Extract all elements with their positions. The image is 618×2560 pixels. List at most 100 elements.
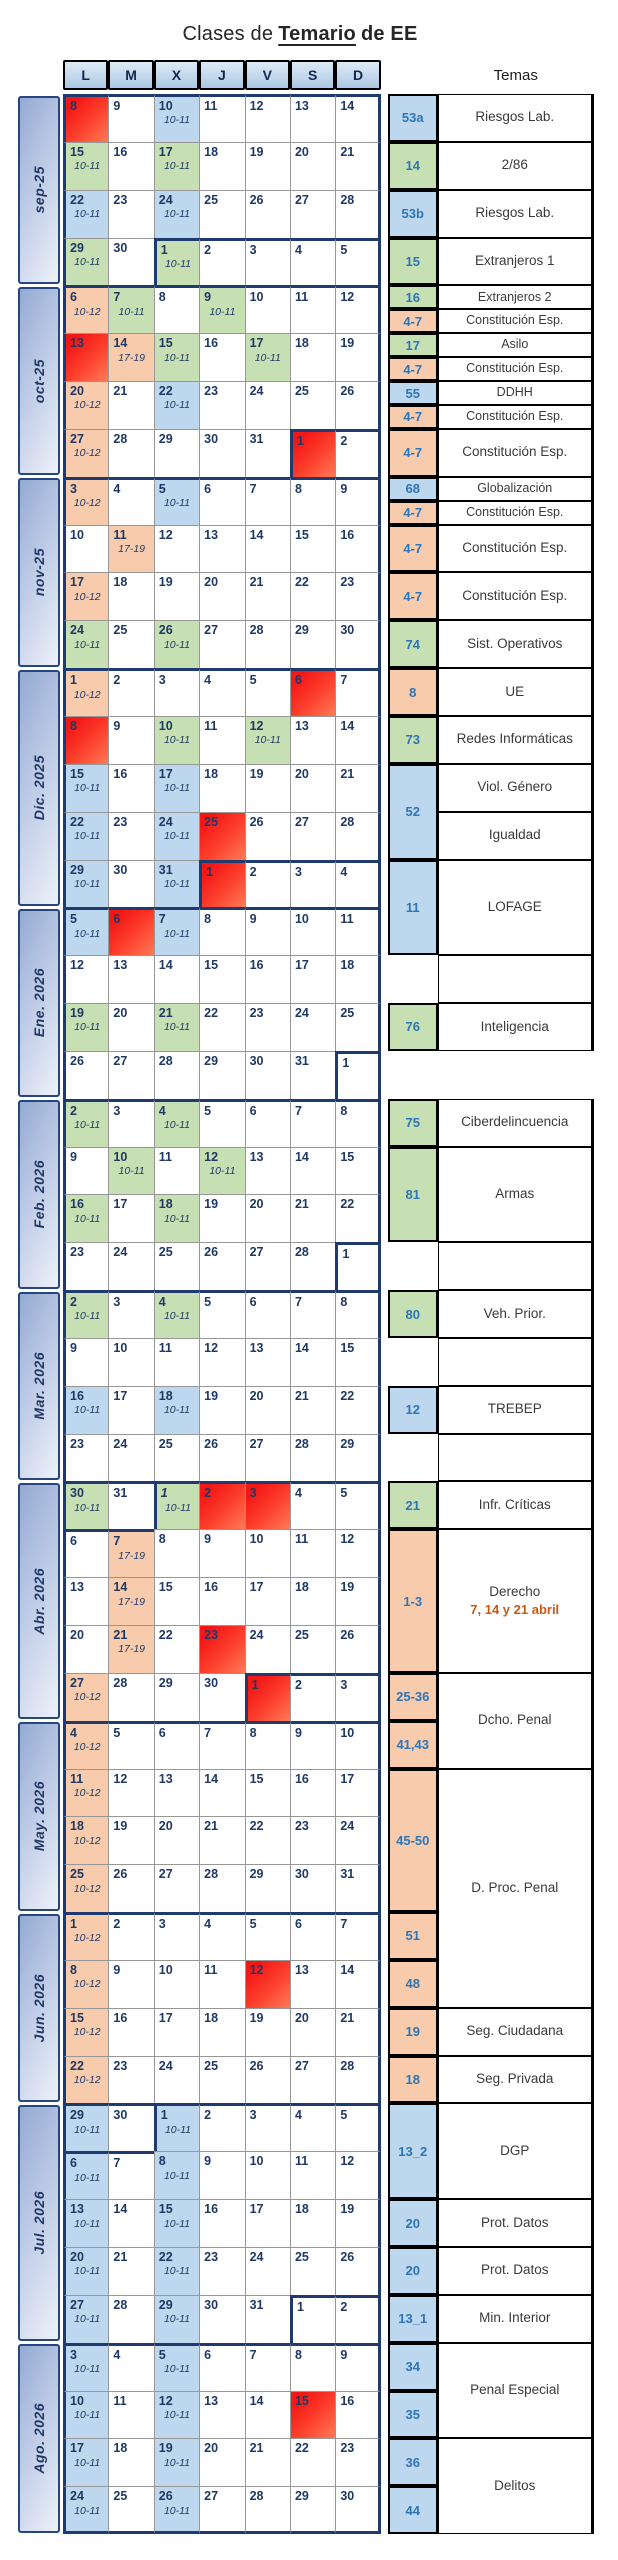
tema-name-text: Derecho (489, 1583, 541, 1599)
day-number: 8 (70, 718, 77, 733)
day-number: 19 (340, 1580, 355, 1595)
day-cell: 16 (108, 763, 154, 812)
month-label: nov-25 (18, 478, 60, 667)
day-number: 28 (249, 2489, 264, 2504)
day-number: 10 (113, 1340, 128, 1355)
day-cell: 12 (108, 1768, 154, 1817)
day-cell: 5 (199, 1098, 245, 1147)
day-cell: 23 (335, 2438, 381, 2487)
tema-name-text: Constitución Esp. (466, 313, 564, 328)
day-cell: 4 (199, 1912, 245, 1960)
day-cell: 18 (199, 763, 245, 812)
tema-name-cell: Prot. Datos (437, 2246, 594, 2295)
day-number: 21 (294, 1197, 309, 1212)
day-cell: 28 (108, 428, 154, 477)
day-cell: 19 10-11 (63, 1003, 109, 1051)
day-cell: 24 (108, 1433, 154, 1482)
day-number: 21 (340, 2010, 355, 2025)
day-number: 25 (204, 2058, 219, 2073)
day-number: 18 (340, 958, 355, 973)
day-number: 24 (113, 1436, 128, 1451)
day-number: 18 (294, 1580, 309, 1595)
day-number: 8 (70, 1962, 77, 1977)
day-cell: 22 (289, 572, 336, 621)
month-label: Jul. 2026 (18, 2104, 60, 2342)
day-number: 5 (158, 2347, 166, 2362)
day-number: 22 (158, 1628, 173, 1642)
day-cell: 13 (199, 2390, 245, 2439)
day-cell: 2 (335, 428, 381, 477)
day-cell: 20 (244, 1194, 290, 1243)
day-cell: 1 (244, 1672, 290, 1721)
tema-number-cell: 74 (387, 620, 438, 669)
day-cell: 8 (153, 1529, 200, 1578)
day-cell: 8 (335, 1290, 381, 1338)
day-time: 10-11 (74, 1310, 101, 1323)
day-cell: 20 (289, 763, 336, 812)
day-number: 24 (249, 2249, 264, 2264)
day-cell: 26 (199, 1433, 245, 1482)
tema-name-empty-cell (437, 955, 594, 1004)
day-number: 9 (70, 1340, 77, 1355)
day-cell: 17 (108, 1194, 154, 1243)
day-time: 10-12 (73, 497, 101, 510)
day-number: 8 (158, 2154, 166, 2169)
day-number: 3 (158, 1917, 166, 1932)
day-time: 10-11 (74, 830, 101, 843)
day-number: 4 (204, 673, 212, 688)
day-number: 2 (70, 1103, 77, 1118)
day-cell: 13 (244, 1337, 290, 1386)
day-cell: 25 (153, 1433, 200, 1482)
day-cell: 13 (289, 1959, 336, 2008)
day-cell: 1 (199, 859, 245, 908)
day-number: 1 (70, 673, 77, 688)
day-number: 24 (158, 814, 173, 829)
tema-name-text: Asilo (501, 337, 529, 352)
day-number: 16 (294, 1771, 309, 1786)
month-label-text: Dic. 2025 (31, 755, 47, 821)
day-cell: 6 10-12 (63, 285, 109, 334)
day-cell: 13 (289, 715, 336, 764)
day-cell: 9 (63, 1146, 109, 1195)
day-cell: 31 (289, 1050, 336, 1099)
day-time: 10-11 (163, 927, 191, 940)
day-number: 27 (204, 2489, 219, 2504)
day-number: 27 (294, 2058, 309, 2073)
day-number: 9 (294, 1725, 302, 1740)
day-number: 23 (70, 1245, 84, 1260)
tema-name-text: Seg. Ciudadana (466, 2023, 564, 2039)
month-label-text: Feb. 2026 (31, 1160, 47, 1229)
tema-number-cell: 41,43 (387, 1720, 438, 1769)
tema-name-cell: Constitución Esp. (437, 357, 594, 382)
day-number: 29 (294, 2489, 309, 2504)
day-number: 28 (294, 1436, 309, 1451)
day-time: 10-11 (74, 2265, 101, 2278)
day-number: 22 (70, 2058, 84, 2073)
day-cell: 10 (244, 2151, 290, 2200)
day-number: 30 (113, 240, 128, 255)
day-time: 10-11 (163, 399, 191, 412)
day-number: 30 (340, 2489, 355, 2504)
day-cell: 22 10-11 (63, 189, 109, 238)
day-number: 2 (294, 1677, 302, 1692)
day-cell: 23 (199, 1625, 245, 1673)
day-number: 25 (113, 623, 128, 638)
day-number: 16 (204, 2202, 219, 2217)
day-cell: 5 (199, 1290, 245, 1338)
day-cell: 11 (289, 2151, 336, 2200)
title-prefix: Clases de (182, 22, 274, 45)
day-number: 3 (70, 2347, 77, 2362)
day-number: 14 (294, 1149, 309, 1164)
day-cell: 27 (289, 811, 336, 860)
day-cell: 10 10-11 (108, 1146, 154, 1195)
day-cell: 10 (335, 1720, 381, 1769)
month-label: Abr. 2026 (18, 1482, 60, 1720)
day-number: 3 (113, 1295, 121, 1310)
day-cell: 7 (335, 1912, 381, 1960)
day-cell: 26 (108, 1864, 154, 1913)
day-cell: 26 (244, 811, 290, 860)
tema-name-text: Riesgos Lab. (475, 205, 555, 221)
day-cell: 5 (108, 1720, 154, 1769)
day-number: 4 (204, 1917, 212, 1932)
day-cell: 25 (199, 2055, 245, 2104)
